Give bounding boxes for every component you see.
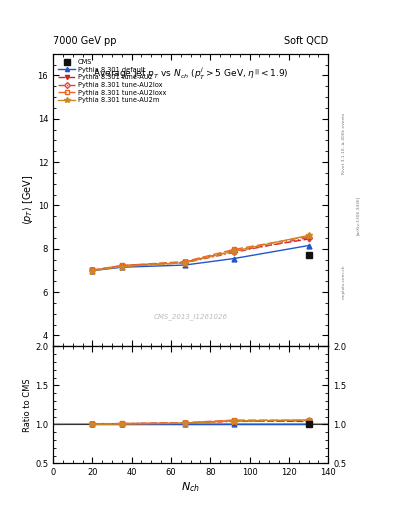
Text: mcplots.cern.ch: mcplots.cern.ch [342, 264, 346, 299]
Text: [arXiv:1306.3436]: [arXiv:1306.3436] [356, 196, 360, 234]
Y-axis label: Ratio to CMS: Ratio to CMS [23, 378, 32, 432]
Y-axis label: $\langle p_T \rangle$ [GeV]: $\langle p_T \rangle$ [GeV] [21, 175, 35, 225]
Text: Average jet $p_T$ vs $N_{ch}$ ($p_T^j$$>$5 GeV, $\eta^{||}$$<$1.9): Average jet $p_T$ vs $N_{ch}$ ($p_T^j$$>… [93, 66, 288, 82]
Text: CMS_2013_I1261026: CMS_2013_I1261026 [154, 314, 228, 321]
Legend: CMS, Pythia 8.301 default, Pythia 8.301 tune-AU2, Pythia 8.301 tune-AU2lox, Pyth: CMS, Pythia 8.301 default, Pythia 8.301 … [56, 57, 168, 105]
Text: Soft QCD: Soft QCD [284, 36, 328, 46]
Text: Rivet 3.1.10, ≥ 400k events: Rivet 3.1.10, ≥ 400k events [342, 113, 346, 174]
Text: 7000 GeV pp: 7000 GeV pp [53, 36, 117, 46]
X-axis label: $N_{ch}$: $N_{ch}$ [181, 480, 200, 494]
